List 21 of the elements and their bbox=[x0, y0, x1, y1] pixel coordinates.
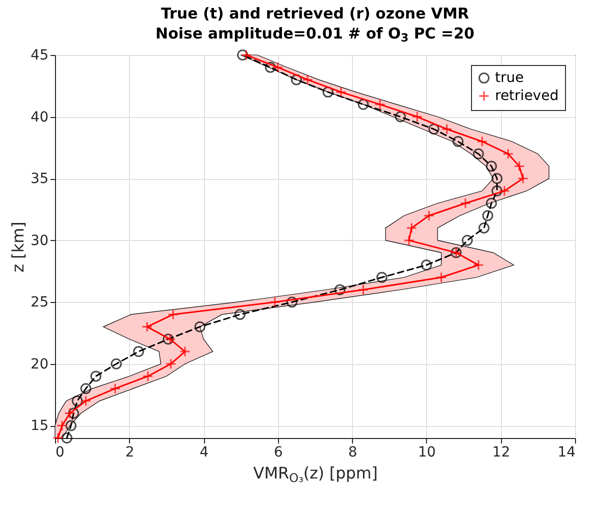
y-tick-label: 25 bbox=[30, 294, 48, 311]
x-tick-label: 6 bbox=[274, 444, 283, 460]
y-tick-label: 15 bbox=[30, 418, 48, 434]
x-tick-label: 4 bbox=[200, 444, 209, 460]
x-tick-label: 2 bbox=[125, 444, 134, 460]
chart-title: True (t) and retrieved (r) ozone VMR bbox=[160, 4, 470, 22]
x-tick-label: 0 bbox=[56, 444, 64, 460]
legend-label: retrieved bbox=[495, 88, 559, 104]
x-tick-label: 10 bbox=[418, 444, 436, 460]
x-axis-title: VMR$_{O₃}$(z) [ppm] bbox=[253, 464, 378, 486]
y-tick-label: 40 bbox=[30, 109, 48, 126]
y-tick-label: 35 bbox=[30, 171, 48, 188]
y-tick-label: 30 bbox=[30, 232, 48, 249]
y-tick-label: 45 bbox=[30, 48, 48, 64]
x-tick-label: 12 bbox=[492, 444, 510, 460]
y-axis-title: z [km] bbox=[8, 222, 28, 272]
y-tick-label: 20 bbox=[30, 356, 48, 372]
x-tick-label: 14 bbox=[558, 444, 576, 460]
x-tick-label: 8 bbox=[348, 444, 358, 460]
chart-subtitle: Noise amplitude=0.01 # of O$_{3}$ PC =20 bbox=[156, 24, 474, 45]
legend-label: true bbox=[495, 70, 524, 86]
